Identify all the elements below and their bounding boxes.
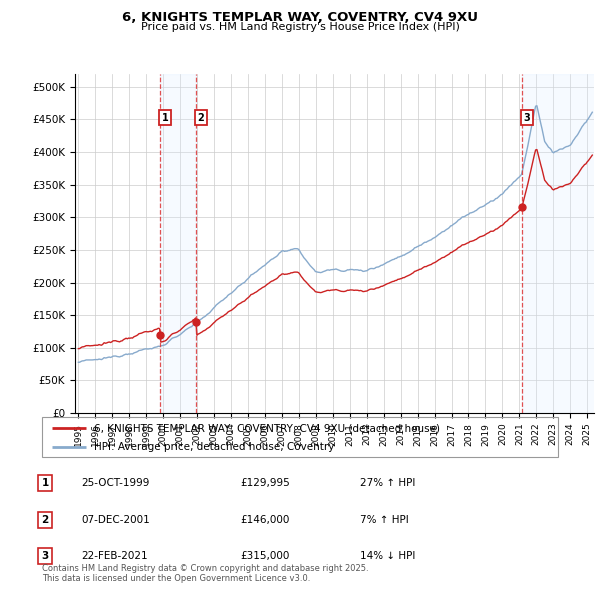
- Text: 7% ↑ HPI: 7% ↑ HPI: [360, 515, 409, 525]
- Text: 1: 1: [41, 478, 49, 488]
- Text: 1: 1: [162, 113, 169, 123]
- Text: 3: 3: [523, 113, 530, 123]
- Text: HPI: Average price, detached house, Coventry: HPI: Average price, detached house, Cove…: [94, 442, 334, 452]
- Text: 2: 2: [197, 113, 205, 123]
- Text: 3: 3: [41, 551, 49, 560]
- Text: £146,000: £146,000: [240, 515, 289, 525]
- Text: 6, KNIGHTS TEMPLAR WAY, COVENTRY, CV4 9XU: 6, KNIGHTS TEMPLAR WAY, COVENTRY, CV4 9X…: [122, 11, 478, 24]
- Text: 6, KNIGHTS TEMPLAR WAY, COVENTRY, CV4 9XU (detached house): 6, KNIGHTS TEMPLAR WAY, COVENTRY, CV4 9X…: [94, 424, 440, 434]
- Bar: [522, 74, 596, 413]
- Text: 14% ↓ HPI: 14% ↓ HPI: [360, 551, 415, 560]
- Text: £129,995: £129,995: [240, 478, 290, 488]
- Text: Contains HM Land Registry data © Crown copyright and database right 2025.
This d: Contains HM Land Registry data © Crown c…: [42, 563, 368, 583]
- Text: 27% ↑ HPI: 27% ↑ HPI: [360, 478, 415, 488]
- Text: 07-DEC-2001: 07-DEC-2001: [81, 515, 150, 525]
- Text: Price paid vs. HM Land Registry's House Price Index (HPI): Price paid vs. HM Land Registry's House …: [140, 22, 460, 32]
- Text: 2: 2: [41, 515, 49, 525]
- Text: 22-FEB-2021: 22-FEB-2021: [81, 551, 148, 560]
- Text: 25-OCT-1999: 25-OCT-1999: [81, 478, 149, 488]
- Bar: [160, 74, 196, 413]
- Text: £315,000: £315,000: [240, 551, 289, 560]
